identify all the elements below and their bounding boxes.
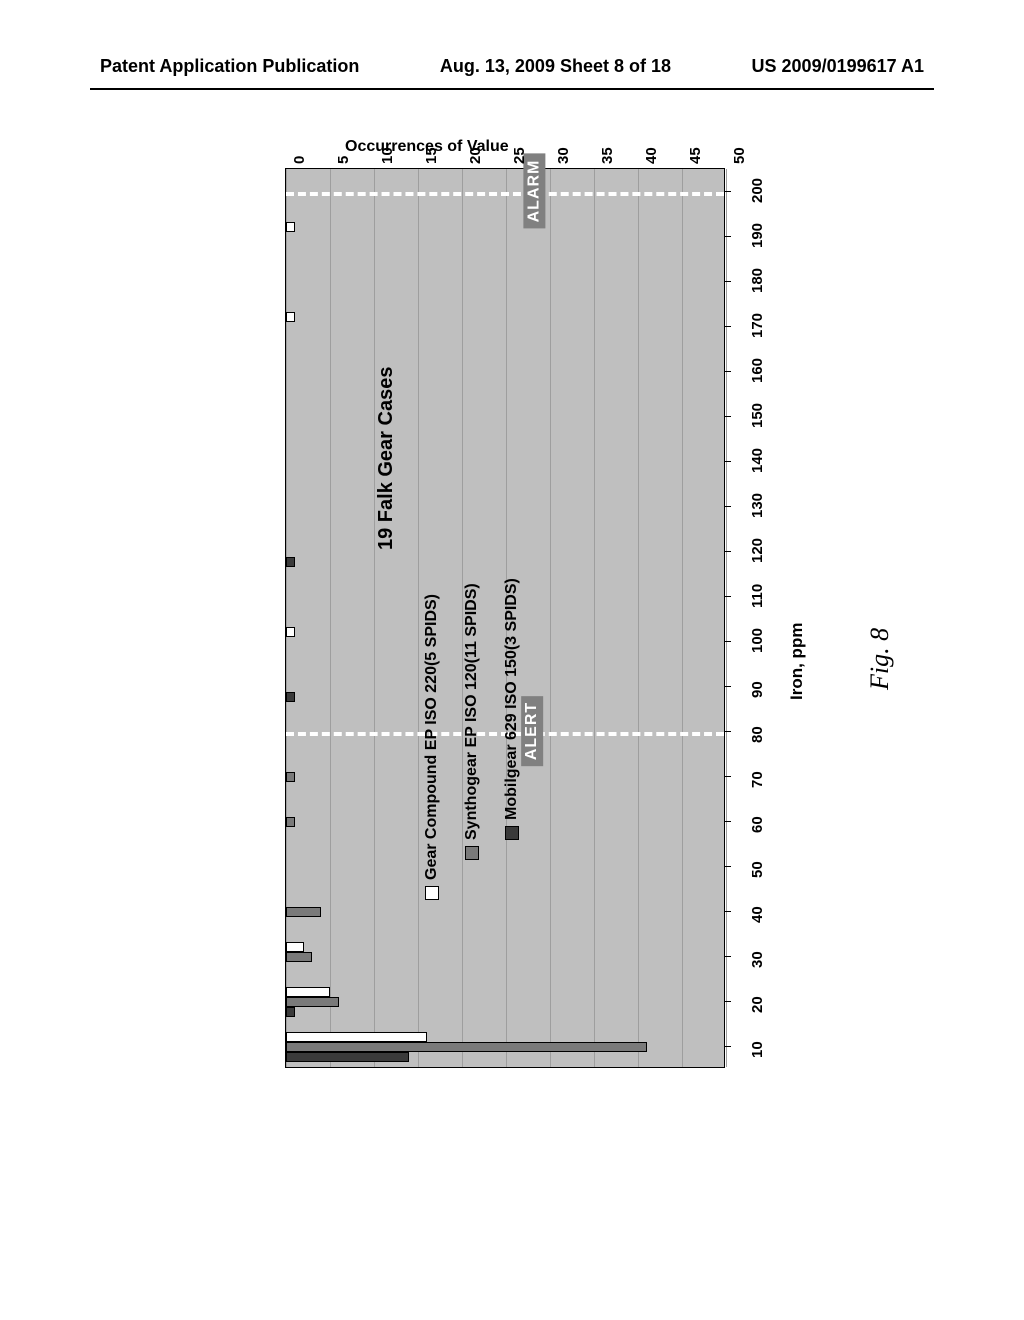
x-tick-label: 150 — [749, 402, 766, 427]
header-left: Patent Application Publication — [100, 56, 359, 77]
x-tick — [725, 821, 731, 822]
y-tick-label: 15 — [423, 147, 440, 164]
header-right: US 2009/0199617 A1 — [752, 56, 924, 77]
gridline — [286, 169, 287, 1067]
x-tick-label: 170 — [749, 312, 766, 337]
gridline — [638, 169, 639, 1067]
gridline — [374, 169, 375, 1067]
legend-swatch-2 — [465, 846, 479, 860]
x-tick — [725, 686, 731, 687]
chart-container: ALERTALARM Occurrences of Value Iron, pp… — [205, 140, 785, 1130]
x-tick-label: 50 — [749, 861, 766, 878]
x-tick-label: 180 — [749, 267, 766, 292]
threshold-label: ALARM — [524, 153, 546, 228]
x-tick-label: 160 — [749, 357, 766, 382]
x-tick-label: 140 — [749, 447, 766, 472]
legend-label-3: Mobilgear 629 ISO 150(3 SPIDS) — [503, 578, 520, 820]
bar — [286, 627, 295, 637]
x-tick-label: 90 — [749, 681, 766, 698]
x-tick-label: 40 — [749, 906, 766, 923]
bar — [286, 907, 321, 917]
x-tick — [725, 551, 731, 552]
y-tick-label: 10 — [379, 147, 396, 164]
x-tick — [725, 281, 731, 282]
threshold-label: ALERT — [521, 695, 543, 765]
legend-swatch-3 — [505, 826, 519, 840]
gridline — [726, 169, 727, 1067]
x-tick-label: 110 — [749, 583, 766, 607]
bar — [286, 772, 295, 782]
x-tick — [725, 866, 731, 867]
bar — [286, 987, 330, 997]
gridline — [682, 169, 683, 1067]
x-tick — [725, 506, 731, 507]
x-tick-label: 130 — [749, 492, 766, 517]
bar — [286, 952, 312, 962]
x-tick-label: 10 — [749, 1041, 766, 1058]
x-tick — [725, 641, 731, 642]
legend-label-1: Gear Compound EP ISO 220(5 SPIDS) — [423, 594, 440, 880]
x-tick — [725, 371, 731, 372]
x-tick — [725, 1046, 731, 1047]
legend-item-1: Gear Compound EP ISO 220(5 SPIDS) — [423, 594, 441, 900]
x-tick — [725, 956, 731, 957]
y-tick-label: 0 — [291, 156, 308, 164]
gridline — [594, 169, 595, 1067]
gridline — [550, 169, 551, 1067]
y-tick-label: 45 — [687, 147, 704, 164]
bar — [286, 222, 295, 232]
page-header: Patent Application Publication Aug. 13, … — [0, 56, 1024, 77]
bar — [286, 1052, 409, 1062]
y-tick-label: 25 — [511, 147, 528, 164]
x-tick-label: 30 — [749, 951, 766, 968]
x-tick — [725, 191, 731, 192]
bar — [286, 817, 295, 827]
legend-item-2: Synthogear EP ISO 120(11 SPIDS) — [463, 583, 481, 860]
x-tick-label: 190 — [749, 222, 766, 247]
header-center: Aug. 13, 2009 Sheet 8 of 18 — [359, 56, 751, 77]
x-axis-title: Iron, ppm — [787, 623, 807, 700]
x-tick — [725, 326, 731, 327]
x-tick — [725, 236, 731, 237]
legend-label-2: Synthogear EP ISO 120(11 SPIDS) — [463, 583, 480, 840]
x-tick-label: 20 — [749, 996, 766, 1013]
bar — [286, 1042, 647, 1052]
bar — [286, 557, 295, 567]
y-tick-label: 5 — [335, 156, 352, 164]
y-tick-label: 20 — [467, 147, 484, 164]
y-tick-label: 40 — [643, 147, 660, 164]
x-tick — [725, 1001, 731, 1002]
x-tick — [725, 911, 731, 912]
bar — [286, 942, 304, 952]
x-tick-label: 80 — [749, 726, 766, 743]
x-tick-label: 200 — [749, 177, 766, 202]
x-tick-label: 60 — [749, 816, 766, 833]
bar — [286, 1032, 427, 1042]
bar — [286, 692, 295, 702]
gridline — [330, 169, 331, 1067]
x-tick — [725, 731, 731, 732]
y-tick-label: 30 — [555, 147, 572, 164]
bar — [286, 1007, 295, 1017]
threshold-line — [286, 192, 724, 196]
x-tick-label: 100 — [749, 627, 766, 652]
gridline — [418, 169, 419, 1067]
legend-item-3: Mobilgear 629 ISO 150(3 SPIDS) — [503, 578, 521, 840]
bar — [286, 312, 295, 322]
figure-caption: Fig. 8 — [865, 628, 895, 690]
y-tick-label: 35 — [599, 147, 616, 164]
x-tick — [725, 776, 731, 777]
chart-title: 19 Falk Gear Cases — [375, 367, 398, 550]
x-tick — [725, 596, 731, 597]
header-rule — [90, 88, 934, 90]
x-tick — [725, 461, 731, 462]
x-tick-label: 120 — [749, 537, 766, 562]
legend-swatch-1 — [425, 886, 439, 900]
x-tick — [725, 416, 731, 417]
bar — [286, 997, 339, 1007]
y-tick-label: 50 — [731, 147, 748, 164]
x-tick-label: 70 — [749, 771, 766, 788]
